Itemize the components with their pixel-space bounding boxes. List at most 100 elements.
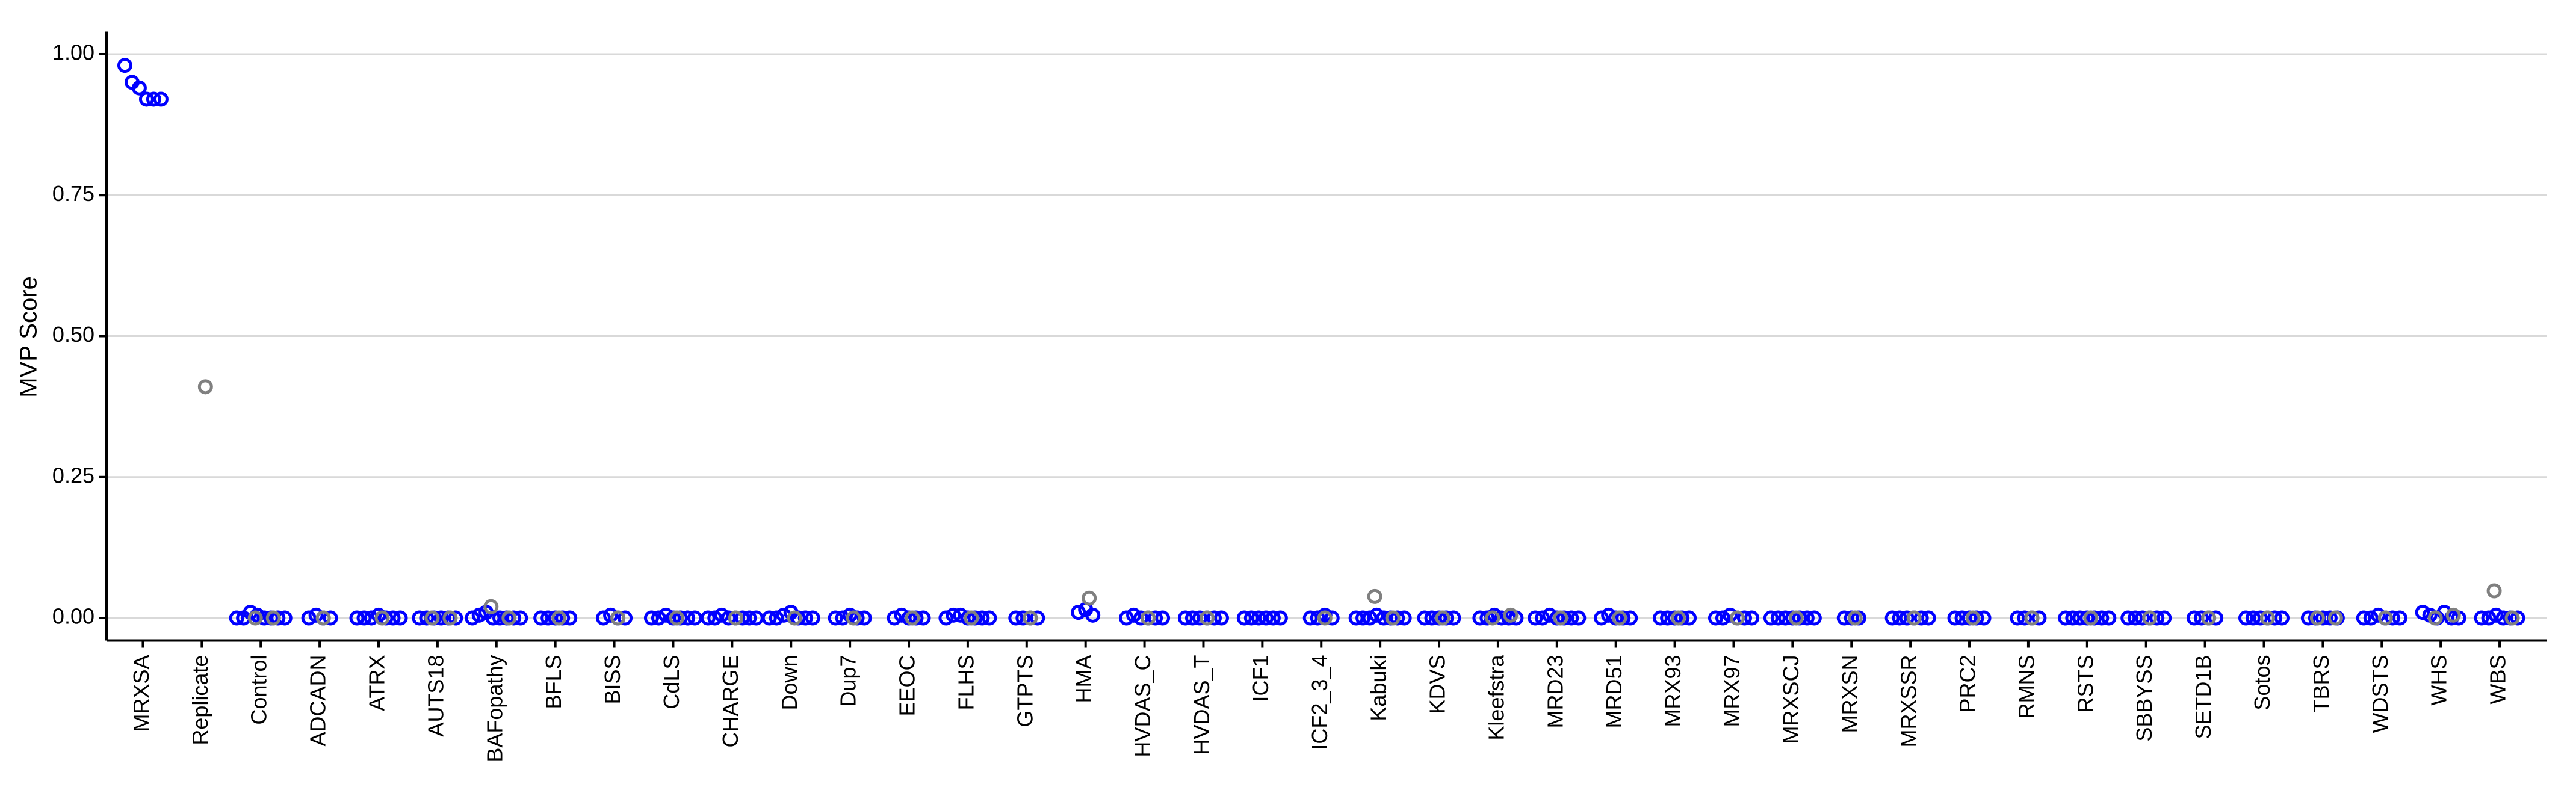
- x-tick-label: Kabuki: [1366, 655, 1391, 721]
- data-point: [1324, 610, 1340, 626]
- data-point: [1892, 610, 1907, 626]
- x-tick-label: RMNS: [2014, 655, 2039, 719]
- data-point: [1884, 610, 1900, 626]
- data-point: [1528, 610, 1543, 626]
- data-point: [1899, 610, 1915, 626]
- x-tick-label: WBS: [2486, 655, 2510, 705]
- data-point: [805, 610, 820, 626]
- data-point: [1921, 610, 1936, 626]
- data-point: [734, 610, 750, 626]
- data-point: [153, 91, 169, 107]
- data-point: [742, 610, 757, 626]
- y-tick-label: 0.00: [52, 604, 94, 629]
- data-point: [1913, 610, 1929, 626]
- x-tick-label: HMA: [1071, 655, 1096, 703]
- data-point: [1119, 610, 1135, 626]
- data-point: [1008, 610, 1024, 626]
- data-point: [471, 607, 487, 623]
- data-point: [301, 610, 317, 626]
- data-point: [146, 91, 161, 107]
- data-point: [1385, 610, 1401, 626]
- data-point: [1553, 610, 1568, 626]
- data-point: [1722, 607, 1738, 623]
- data-point: [1376, 610, 1392, 626]
- x-tick-label: HVDAS_T: [1189, 655, 1214, 755]
- x-tick-label: WDSTS: [2368, 655, 2392, 733]
- x-tick-label: HVDAS_C: [1130, 655, 1155, 757]
- data-point: [1362, 610, 1378, 626]
- data-point: [905, 610, 920, 626]
- data-point: [492, 610, 508, 626]
- data-point: [197, 379, 213, 395]
- data-point: [618, 610, 633, 626]
- data-point: [2142, 610, 2158, 626]
- data-point: [669, 610, 684, 626]
- data-point: [2238, 610, 2253, 626]
- data-point: [2488, 607, 2504, 623]
- data-point: [1417, 610, 1432, 626]
- data-point: [1535, 610, 1550, 626]
- data-point: [1788, 610, 1804, 626]
- data-point: [828, 610, 843, 626]
- y-tick-label: 1.00: [52, 40, 94, 64]
- x-tick-label: MRD23: [1543, 655, 1567, 729]
- data-point: [315, 610, 331, 626]
- x-tick-label: Down: [777, 655, 802, 711]
- x-tick-label: ICF1: [1248, 655, 1273, 702]
- data-point: [1082, 590, 1097, 606]
- data-point: [448, 610, 463, 626]
- data-point: [117, 58, 132, 73]
- x-tick-label: EEOC: [895, 655, 920, 717]
- data-point: [1148, 610, 1163, 626]
- x-tick-label: Kleefstra: [1484, 655, 1508, 741]
- data-point: [1736, 610, 1752, 626]
- x-tick-label: MRXSCJ: [1779, 655, 1803, 744]
- data-point: [721, 610, 737, 626]
- data-point: [2445, 607, 2461, 623]
- y-tick-label: 0.75: [52, 181, 94, 206]
- data-point: [887, 610, 902, 626]
- x-tick-label: RSTS: [2073, 655, 2098, 713]
- data-point: [946, 607, 961, 623]
- data-point: [1206, 610, 1222, 626]
- x-tick-label: MRXSN: [1838, 655, 1862, 733]
- data-point: [1023, 610, 1038, 626]
- data-point: [728, 610, 743, 626]
- data-point: [1177, 610, 1193, 626]
- data-point: [1744, 610, 1759, 626]
- x-tick-label: BFLS: [541, 655, 566, 709]
- data-point: [270, 610, 286, 626]
- x-tick-label: GTPTS: [1012, 655, 1037, 727]
- x-tick-label: SBBYSS: [2132, 655, 2156, 742]
- data-point: [2101, 610, 2117, 626]
- data-point: [2135, 610, 2150, 626]
- data-point: [707, 610, 723, 626]
- x-tick-label: SETD1B: [2191, 655, 2215, 739]
- x-tick-label: MRD51: [1602, 655, 1626, 729]
- data-point: [2481, 610, 2497, 626]
- data-point: [1302, 610, 1318, 626]
- data-point: [2208, 610, 2224, 626]
- data-point: [2245, 610, 2261, 626]
- data-point: [138, 91, 154, 107]
- data-point: [1258, 610, 1274, 626]
- data-point: [2187, 610, 2202, 626]
- data-point: [2024, 610, 2040, 626]
- data-point: [308, 607, 324, 623]
- data-point: [2377, 610, 2393, 626]
- data-point: [506, 610, 521, 626]
- data-point: [465, 610, 480, 626]
- data-point: [2259, 610, 2275, 626]
- data-point: [2427, 610, 2443, 626]
- data-point: [2356, 610, 2371, 626]
- data-point: [1594, 610, 1609, 626]
- data-point: [247, 610, 263, 626]
- x-tick-label: ATRX: [365, 655, 389, 711]
- data-point: [982, 610, 997, 626]
- data-point: [265, 610, 281, 626]
- data-point: [2031, 610, 2047, 626]
- data-point: [1612, 610, 1627, 626]
- data-point: [2327, 610, 2343, 626]
- y-axis-title: MVP Score: [16, 276, 42, 398]
